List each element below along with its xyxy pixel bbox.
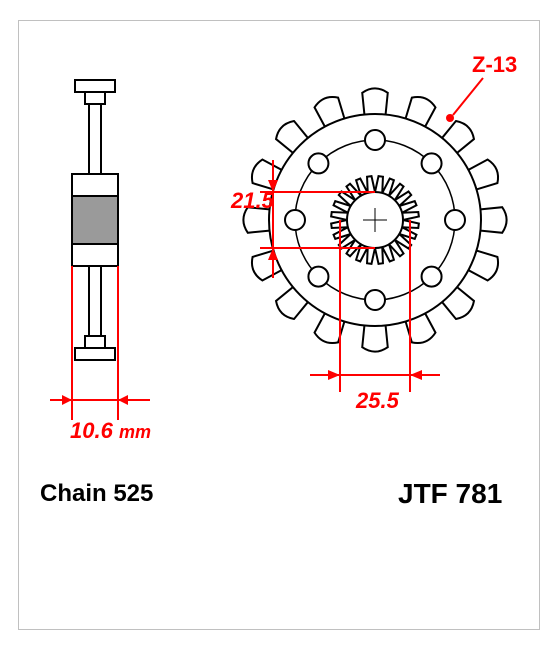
model-label: JTF 781: [398, 478, 502, 510]
chain-label: Chain 525: [40, 480, 153, 508]
diagram-canvas: 10.6 mm 21.5 25.5 Z-13 Chain 525 JTF 781: [0, 0, 560, 655]
side-width-unit: mm: [119, 422, 151, 442]
side-view: [40, 70, 220, 450]
front-view-sprocket: [215, 50, 535, 410]
inner-height-label: 21.5: [231, 188, 274, 214]
side-width-label: 10.6 mm: [70, 418, 151, 444]
side-width-value: 10.6: [70, 418, 113, 443]
outer-width-label: 25.5: [356, 388, 399, 414]
tooth-annotation: Z-13: [472, 52, 517, 78]
